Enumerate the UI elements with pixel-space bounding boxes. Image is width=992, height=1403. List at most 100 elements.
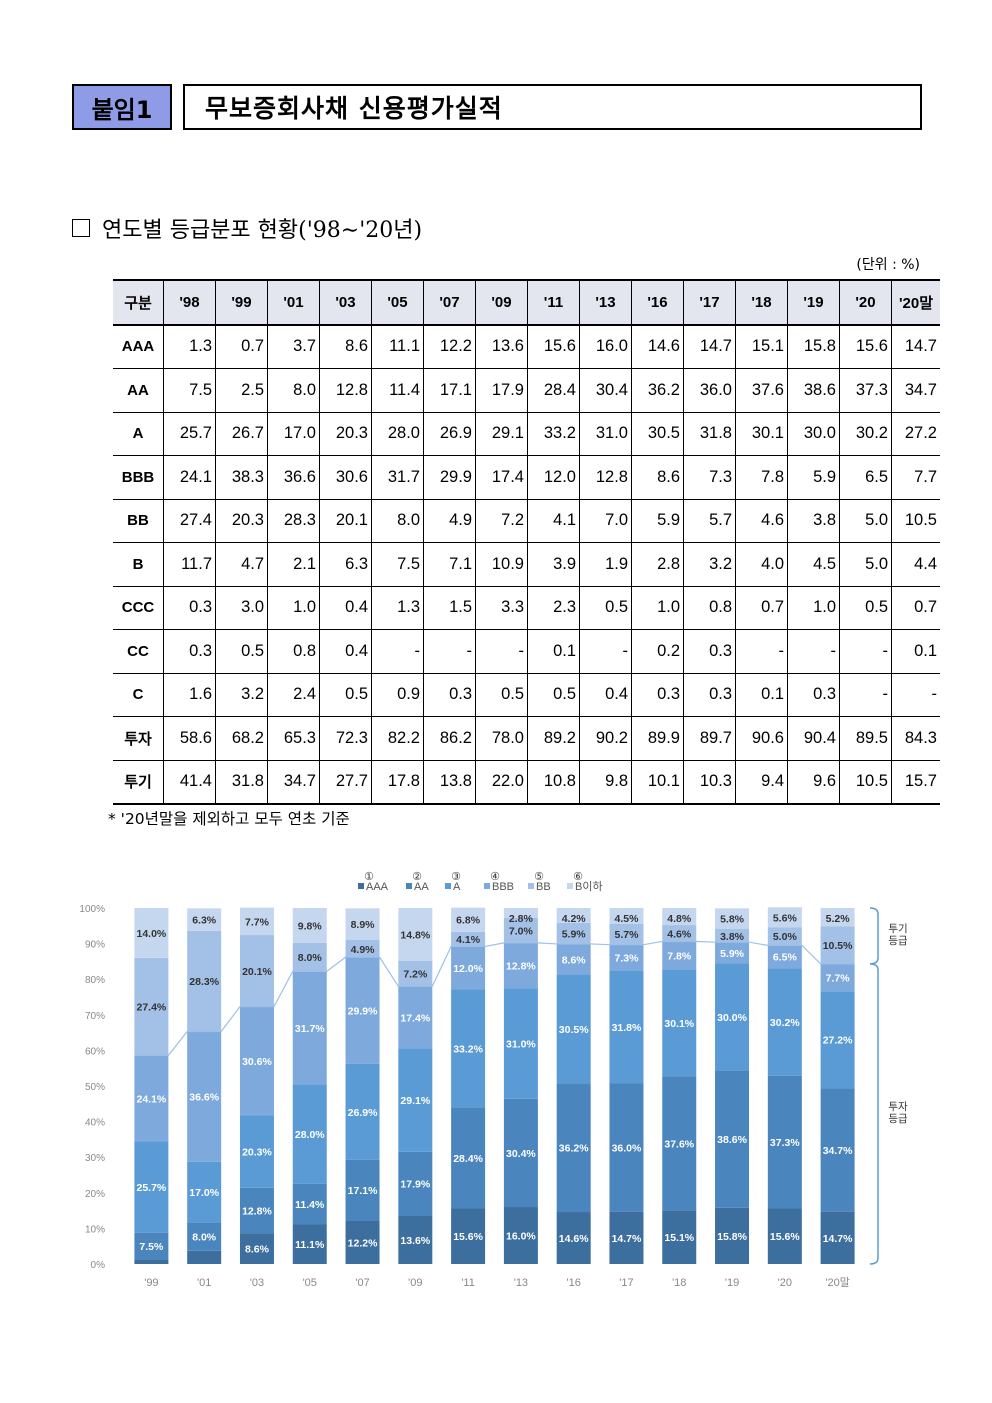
table-cell: 68.2 [215,716,268,761]
table-cell: 28.0 [371,411,424,456]
table-cell: 4.4 [891,542,940,587]
table-cell: 0.3 [631,672,684,717]
section-heading: 연도별 등급분포 현황('98∼'20년) [72,212,422,244]
data-label: 36.2% [559,1143,589,1155]
bar-segment [820,963,855,992]
table-cell: 22.0 [475,759,528,805]
column-header-year: '17 [683,279,736,325]
table-cell: 4.9 [423,498,476,543]
table-cell: 17.1 [423,368,476,413]
data-label: 4.8% [667,913,692,925]
table-cell: 30.6 [319,455,372,500]
table-cell: 1.6 [163,672,216,717]
bar-segment [820,1088,855,1212]
table-cell: 4.1 [527,498,580,543]
x-tick-label: '16 [567,1277,581,1289]
table-cell: 4.6 [735,498,788,543]
table-cell: 0.1 [527,629,580,674]
table-cell: 0.7 [215,324,268,369]
data-label: 34.7% [823,1145,853,1157]
table-cell: 90.4 [787,716,840,761]
bar-segment [556,974,591,1084]
bar-segment [134,908,169,958]
table-cell: 0.2 [631,629,684,674]
table-cell: 37.3 [839,368,892,413]
table-cell: - [839,672,892,717]
bar-segment [503,908,538,918]
legend-label: BBB [492,881,514,893]
data-label: 5.8% [720,914,745,926]
table-cell: 10.8 [527,759,580,805]
attachment-tag: 붙임1 [72,84,172,130]
table-row: BBB 24.1 38.3 36.6 30.6 31.7 29.9 17.4 12.0 12.8 8… [113,455,940,500]
data-label: 30.0% [717,1012,747,1024]
table-cell: 3.8 [787,498,840,543]
table-cell: 7.2 [475,498,528,543]
column-header-category: 구분 [113,279,164,325]
bar-segment [662,925,697,942]
table-cell: 14.6 [631,324,684,369]
legend-marker: ⑤ [534,871,544,883]
data-label: 15.6% [770,1231,800,1243]
data-label: 4.6% [667,928,692,940]
table-cell: 27.7 [319,759,372,805]
column-header-year: '01 [267,279,320,325]
legend-label: A [453,881,461,893]
table-cell: 12.2 [423,324,476,369]
legend-label: BB [536,881,551,893]
table-cell: 0.5 [839,585,892,630]
column-header-year: '99 [215,279,268,325]
table-cell: 2.5 [215,368,268,413]
table-cell: 8.0 [267,368,320,413]
bar-segment [187,930,222,1032]
legend-marker: ② [412,871,422,883]
y-tick-label: 50% [85,1082,105,1093]
table-cell: 3.2 [683,542,736,587]
data-label: 7.5% [139,1241,164,1253]
table-row: C 1.6 3.2 2.4 0.5 0.9 0.3 0.5 0.5 0.4 0.3 0.3 0.1 0.3… [113,672,940,717]
data-label: 4.5% [614,913,639,925]
bar-segment [345,940,380,958]
x-tick-label: '13 [514,1277,528,1289]
data-label: 24.1% [137,1093,167,1105]
bracket-label: 투기 [888,923,907,935]
table-cell: 2.8 [631,542,684,587]
bar-segment [662,1210,697,1264]
table-cell: 58.6 [163,716,216,761]
table-cell: 0.4 [579,672,632,717]
table-cell: 30.4 [579,368,632,413]
table-cell: 10.9 [475,542,528,587]
bar-segment [134,1055,169,1142]
data-label: 27.4% [137,1002,167,1014]
data-label: 4.1% [456,934,481,946]
table-cell: 7.7 [891,455,940,500]
data-label: 26.9% [348,1107,378,1119]
table-cell: 1.0 [787,585,840,630]
table-cell: 5.9 [787,455,840,500]
table-cell: - [891,672,940,717]
table-cell: 28.3 [267,498,320,543]
y-tick-label: 60% [85,1046,105,1057]
data-label: 7.3% [614,952,639,964]
data-label: 5.9% [720,948,745,960]
table-cell: 31.8 [683,411,736,456]
bar-segment [134,957,169,1056]
table-cell: 20.3 [319,411,372,456]
legend-swatch [358,883,364,889]
data-label: 5.6% [773,912,798,924]
data-label: 30.4% [506,1148,536,1160]
bar-segment [767,968,802,1076]
bar-segment [451,931,486,947]
table-cell: 8.6 [319,324,372,369]
legend-marker: ③ [451,871,461,883]
column-header-year: '13 [579,279,632,325]
bar-segment [662,969,697,1077]
table-cell: 5.0 [839,498,892,543]
data-label: 14.0% [137,928,167,940]
bar-segment [239,1187,274,1234]
table-cell: 17.0 [267,411,320,456]
table-cell: 90.6 [735,716,788,761]
grade-distribution-chart: 0%10%20%30%40%50%60%70%80%90%100%①AAA②AA… [79,871,908,1289]
x-tick-label: '11 [461,1277,475,1289]
data-label: 14.6% [559,1233,589,1245]
